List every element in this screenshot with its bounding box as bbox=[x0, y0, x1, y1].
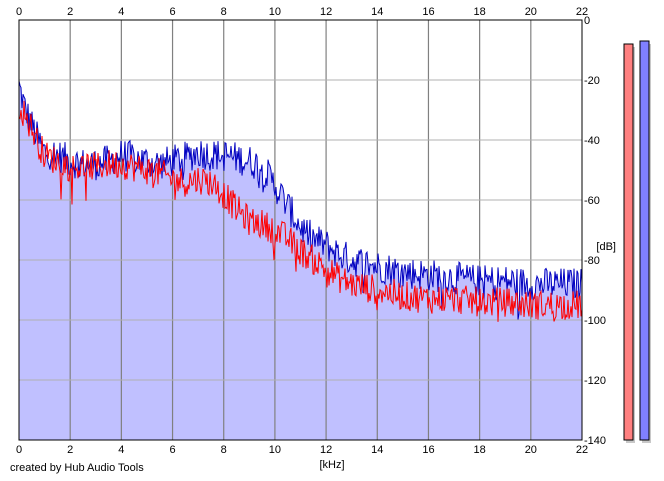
level-meter-bar bbox=[623, 43, 634, 441]
y-tick-label: 0 bbox=[584, 15, 590, 27]
x-tick-label-top: 22 bbox=[576, 6, 588, 18]
x-tick-label-bottom: 4 bbox=[118, 444, 124, 456]
x-tick-label-bottom: 22 bbox=[576, 444, 588, 456]
x-tick-labels-bottom: 0 2 4 6 8 10 12 14 16 18 20 22 bbox=[16, 444, 588, 456]
x-tick-label-top: 2 bbox=[67, 6, 73, 18]
y-tick-label: -80 bbox=[584, 255, 600, 267]
x-tick-label-bottom: 6 bbox=[169, 444, 175, 456]
y-tick-label: -120 bbox=[584, 375, 606, 387]
x-tick-label-bottom: 16 bbox=[422, 444, 434, 456]
x-tick-label-top: 0 bbox=[16, 6, 22, 18]
y-tick-label: -20 bbox=[584, 75, 600, 87]
x-tick-label-bottom: 12 bbox=[320, 444, 332, 456]
x-tick-label-bottom: 2 bbox=[67, 444, 73, 456]
x-tick-label-top: 14 bbox=[371, 6, 383, 18]
x-tick-label-top: 18 bbox=[474, 6, 486, 18]
level-meters bbox=[623, 40, 651, 443]
y-tick-label: -40 bbox=[584, 135, 600, 147]
credit-text: created by Hub Audio Tools bbox=[10, 462, 144, 474]
x-tick-label-bottom: 10 bbox=[269, 444, 281, 456]
x-tick-label-top: 8 bbox=[221, 6, 227, 18]
spectrum-line-red bbox=[18, 100, 583, 322]
x-tick-label-top: 20 bbox=[525, 6, 537, 18]
spectrum-line-blue bbox=[18, 80, 583, 320]
x-tick-label-top: 4 bbox=[118, 6, 124, 18]
x-tick-label-top: 10 bbox=[269, 6, 281, 18]
level-meter-bar bbox=[639, 40, 650, 441]
x-tick-label-bottom: 20 bbox=[525, 444, 537, 456]
x-tick-label-bottom: 14 bbox=[371, 444, 383, 456]
x-tick-label-top: 12 bbox=[320, 6, 332, 18]
y-tick-label: -140 bbox=[584, 435, 606, 447]
y-tick-label: -100 bbox=[584, 315, 606, 327]
x-tick-label-bottom: 18 bbox=[474, 444, 486, 456]
x-tick-label-bottom: 0 bbox=[16, 444, 22, 456]
y-tick-label: -60 bbox=[584, 195, 600, 207]
plot-frame bbox=[18, 19, 583, 441]
x-tick-labels-top: 0 2 4 6 8 10 12 14 16 18 20 22 bbox=[16, 6, 588, 18]
grid-layer bbox=[19, 20, 582, 440]
x-tick-label-bottom: 8 bbox=[221, 444, 227, 456]
x-tick-label-top: 16 bbox=[422, 6, 434, 18]
x-tick-label-top: 6 bbox=[169, 6, 175, 18]
series-layer bbox=[18, 80, 583, 322]
y-axis-label: [dB] bbox=[596, 241, 616, 253]
y-tick-labels: 0 -20 -40 -60 -80 -100 -120 -140 bbox=[584, 15, 606, 447]
x-axis-label: [kHz] bbox=[319, 459, 344, 471]
